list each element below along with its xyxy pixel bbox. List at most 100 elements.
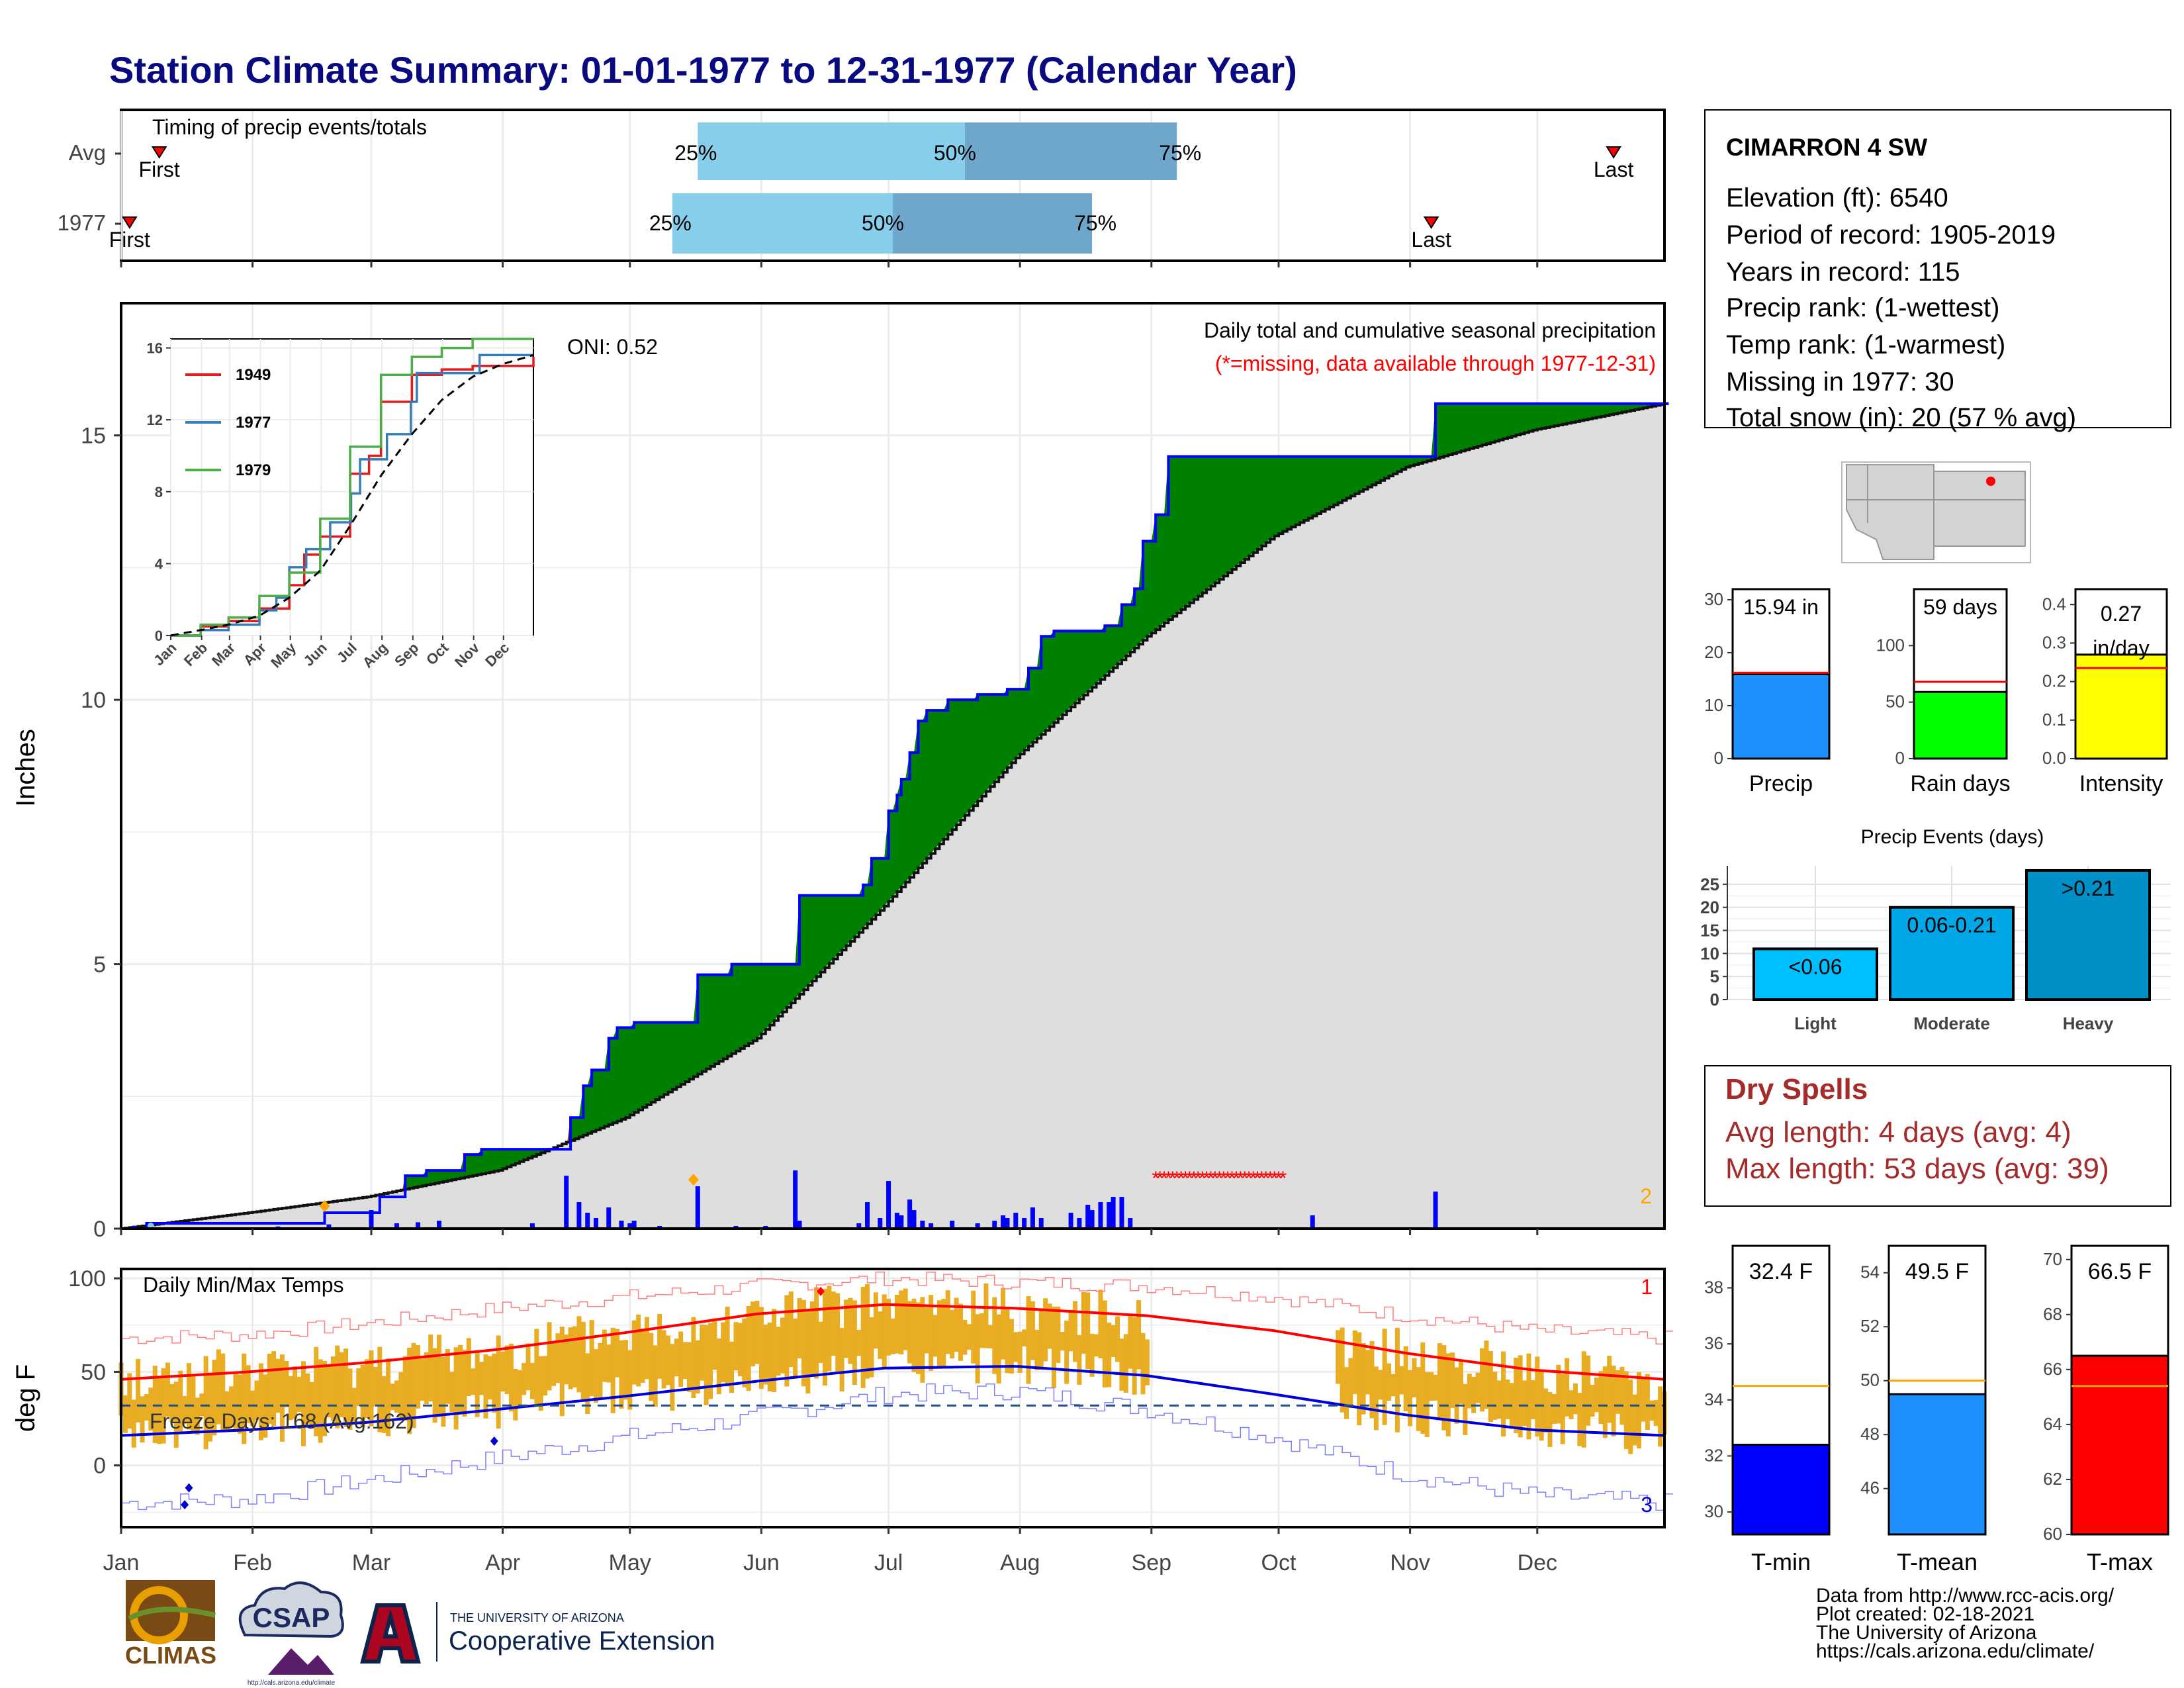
month-label: Jul [874,1550,903,1575]
daily-temp-bar [564,1334,569,1385]
missing-day-marker: * [1253,1168,1261,1190]
daily-temp-bar [835,1293,841,1373]
inset-average-line [170,353,534,637]
daily-temp-bar [911,1298,917,1372]
record-marker [185,1483,193,1493]
daily-temp-bar [343,1348,349,1427]
daily-temp-bar [941,1299,946,1368]
climas-logo[interactable]: CLIMAS [125,1580,216,1669]
daily-temp-bar [1522,1380,1527,1426]
daily-temp-bar [1581,1351,1586,1448]
inset-legend-label: 1977 [236,414,271,432]
daily-temp-bar [1123,1334,1128,1393]
daily-temp-bar [1128,1316,1133,1369]
daily-temp-bar [678,1331,684,1387]
daily-temp-bar [322,1360,328,1436]
precip_total-bar [1731,673,1831,760]
climas-logo-wave [128,1607,216,1621]
timing-label-q25: 25% [674,141,717,165]
missing-day-marker: * [1181,1168,1189,1190]
daily-temp-bar [483,1354,488,1419]
daily-temp-bar [148,1387,154,1431]
daily-temp-bar [136,1358,141,1423]
daily-temp-bar [733,1322,739,1371]
daily-precip-bar [606,1207,612,1229]
daily-temp-bar [1628,1380,1633,1454]
daily-precip-bar [793,1170,798,1229]
daily-temp-bar [305,1373,310,1424]
daily-temp-bar [594,1349,599,1403]
daily-temp-bar [1416,1367,1421,1431]
precip-corner-label: 2 [1640,1184,1652,1208]
daily-temp-bar [1471,1376,1477,1413]
missing-day-marker: * [1245,1168,1253,1190]
daily-temp-bar [1441,1345,1447,1430]
daily-temp-bar [208,1372,213,1442]
dry-spells-max: Max length: 53 days (avg: 39) [1725,1152,2109,1185]
daily-temp-bar [415,1344,420,1409]
csap-logo[interactable]: CSAP http://cals.arizona.edu/climate [238,1581,344,1687]
daily-temp-bar [950,1309,955,1359]
info-missing: Missing in 1977: 30 [1726,367,1954,397]
daily-temp-bar [882,1294,887,1367]
tmax_bar-y-tick-label: 60 [2043,1524,2062,1544]
precip-y-tick-label: 0 [93,1217,106,1242]
daily-temp-bar [1077,1335,1082,1385]
daily-temp-bar [517,1370,522,1408]
daily-temp-bar [1560,1374,1565,1444]
daily-temp-bar [1081,1291,1086,1354]
daily-temp-bar [1361,1343,1366,1415]
daily-temp-bar [1387,1363,1392,1401]
daily-temp-bar [894,1295,899,1354]
daily-temp-bar [920,1297,925,1383]
daily-precip-bar [436,1221,441,1229]
daily-temp-bar [1009,1319,1014,1374]
timing-marker-last [1423,216,1439,229]
daily-precip-bar [911,1210,917,1229]
daily-temp-bar [1390,1374,1396,1397]
daily-temp-bar [809,1301,815,1377]
tmean-value-label: 49.5 F [1905,1259,1969,1284]
daily-temp-bar [1658,1386,1663,1447]
dry-spells-frame [1704,1065,2171,1207]
precip-y-tick-label: 10 [81,688,106,713]
daily-temp-bar [487,1356,492,1400]
temp-panel: 0 50 100 deg F Daily Min/Max Temps Freeze … [11,1266,1673,1575]
ua-cooperative-extension-logo[interactable]: THE UNIVERSITY OF ARIZONA Cooperative Ex… [360,1602,715,1664]
daily-temp-bar [288,1376,293,1421]
daily-temp-bar [445,1348,450,1404]
daily-temp-bar [954,1297,959,1352]
daily-temp-bar [296,1376,302,1412]
daily-precip-bar [1038,1218,1044,1229]
missing-day-marker: * [1271,1168,1279,1190]
daily-temp-bar [157,1378,162,1444]
daily-temp-bar [1484,1340,1489,1409]
daily-temp-bar [140,1396,145,1443]
daily-temp-bar [559,1327,565,1417]
timing-marker-first [122,216,138,229]
daily-temp-bar [525,1343,531,1391]
temp-normal-lines [120,1271,1673,1511]
daily-temp-bar [1064,1320,1069,1384]
daily-temp-bar [1365,1350,1371,1395]
daily-temp-bar [1632,1394,1637,1446]
daily-temp-bar [373,1366,378,1407]
daily-temp-bar [1454,1367,1459,1424]
page-title: Station Climate Summary: 01-01-1977 to 1… [109,49,1297,91]
daily-temp-bar [576,1316,582,1393]
missing-day-marker: * [1262,1168,1270,1190]
daily-temp-bar [619,1340,624,1409]
daily-precip-bar [394,1223,399,1229]
intensity-xlabel: Intensity [2079,771,2163,796]
daily-precip-bar [564,1176,569,1229]
daily-temp-bar [1637,1372,1642,1449]
timing-label-q75: 75% [1074,211,1116,235]
tmin_bar-y-tick-label: 32 [1704,1445,1723,1465]
missing-day-marker: * [1190,1168,1198,1190]
daily-temp-bar [1038,1309,1044,1370]
daily-temp-bar [178,1370,183,1432]
daily-temp-bar [610,1327,615,1413]
daily-temp-bar [602,1329,607,1382]
info-years: Years in record: 115 [1726,258,1960,287]
inset-y-tick-label: 4 [155,555,163,572]
